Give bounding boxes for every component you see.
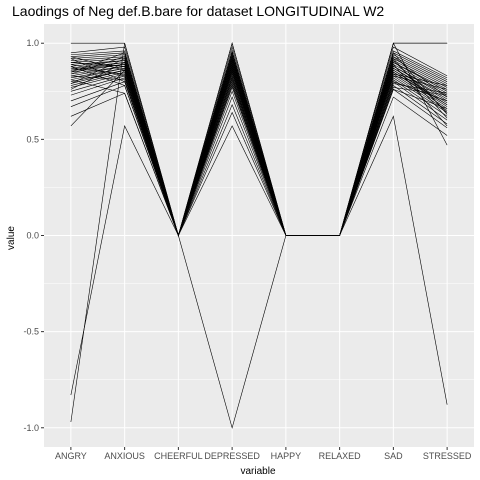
series-line <box>70 56 448 237</box>
series-line <box>70 52 448 237</box>
series-line <box>70 58 448 237</box>
series-line <box>70 45 448 237</box>
x-tick-label: SAD <box>384 451 403 461</box>
series-line <box>70 115 448 429</box>
chart-title: Laodings of Neg def.B.bare for dataset L… <box>12 3 384 19</box>
series-line <box>70 62 448 237</box>
series-line <box>70 56 448 237</box>
y-tick-label: -1.0 <box>23 423 39 433</box>
x-tick-label: ANXIOUS <box>104 451 145 461</box>
y-axis-title: value <box>6 226 17 250</box>
x-tick-label: ANGRY <box>55 451 87 461</box>
y-tick-label: 0.0 <box>26 231 39 241</box>
series-line <box>70 52 448 237</box>
series-lines <box>70 42 448 429</box>
y-tick-label: 0.5 <box>26 134 39 144</box>
x-tick-label: RELAXED <box>319 451 362 461</box>
x-axis: ANGRY ANXIOUS CHEERFUL DEPRESSED HAPPY RELAXE… <box>55 447 472 461</box>
x-tick-label: DEPRESSED <box>204 451 260 461</box>
x-tick-label: HAPPY <box>271 451 302 461</box>
x-tick-label: STRESSED <box>423 451 472 461</box>
x-axis-title: variable <box>240 466 275 477</box>
series-line <box>70 55 448 237</box>
y-tick-label: 1.0 <box>26 38 39 48</box>
series-line <box>70 49 448 237</box>
y-axis: -1.0 -0.5 0.0 0.5 1.0 <box>23 38 44 433</box>
x-tick-label: CHEERFUL <box>154 451 203 461</box>
y-tick-label: -0.5 <box>23 327 39 337</box>
